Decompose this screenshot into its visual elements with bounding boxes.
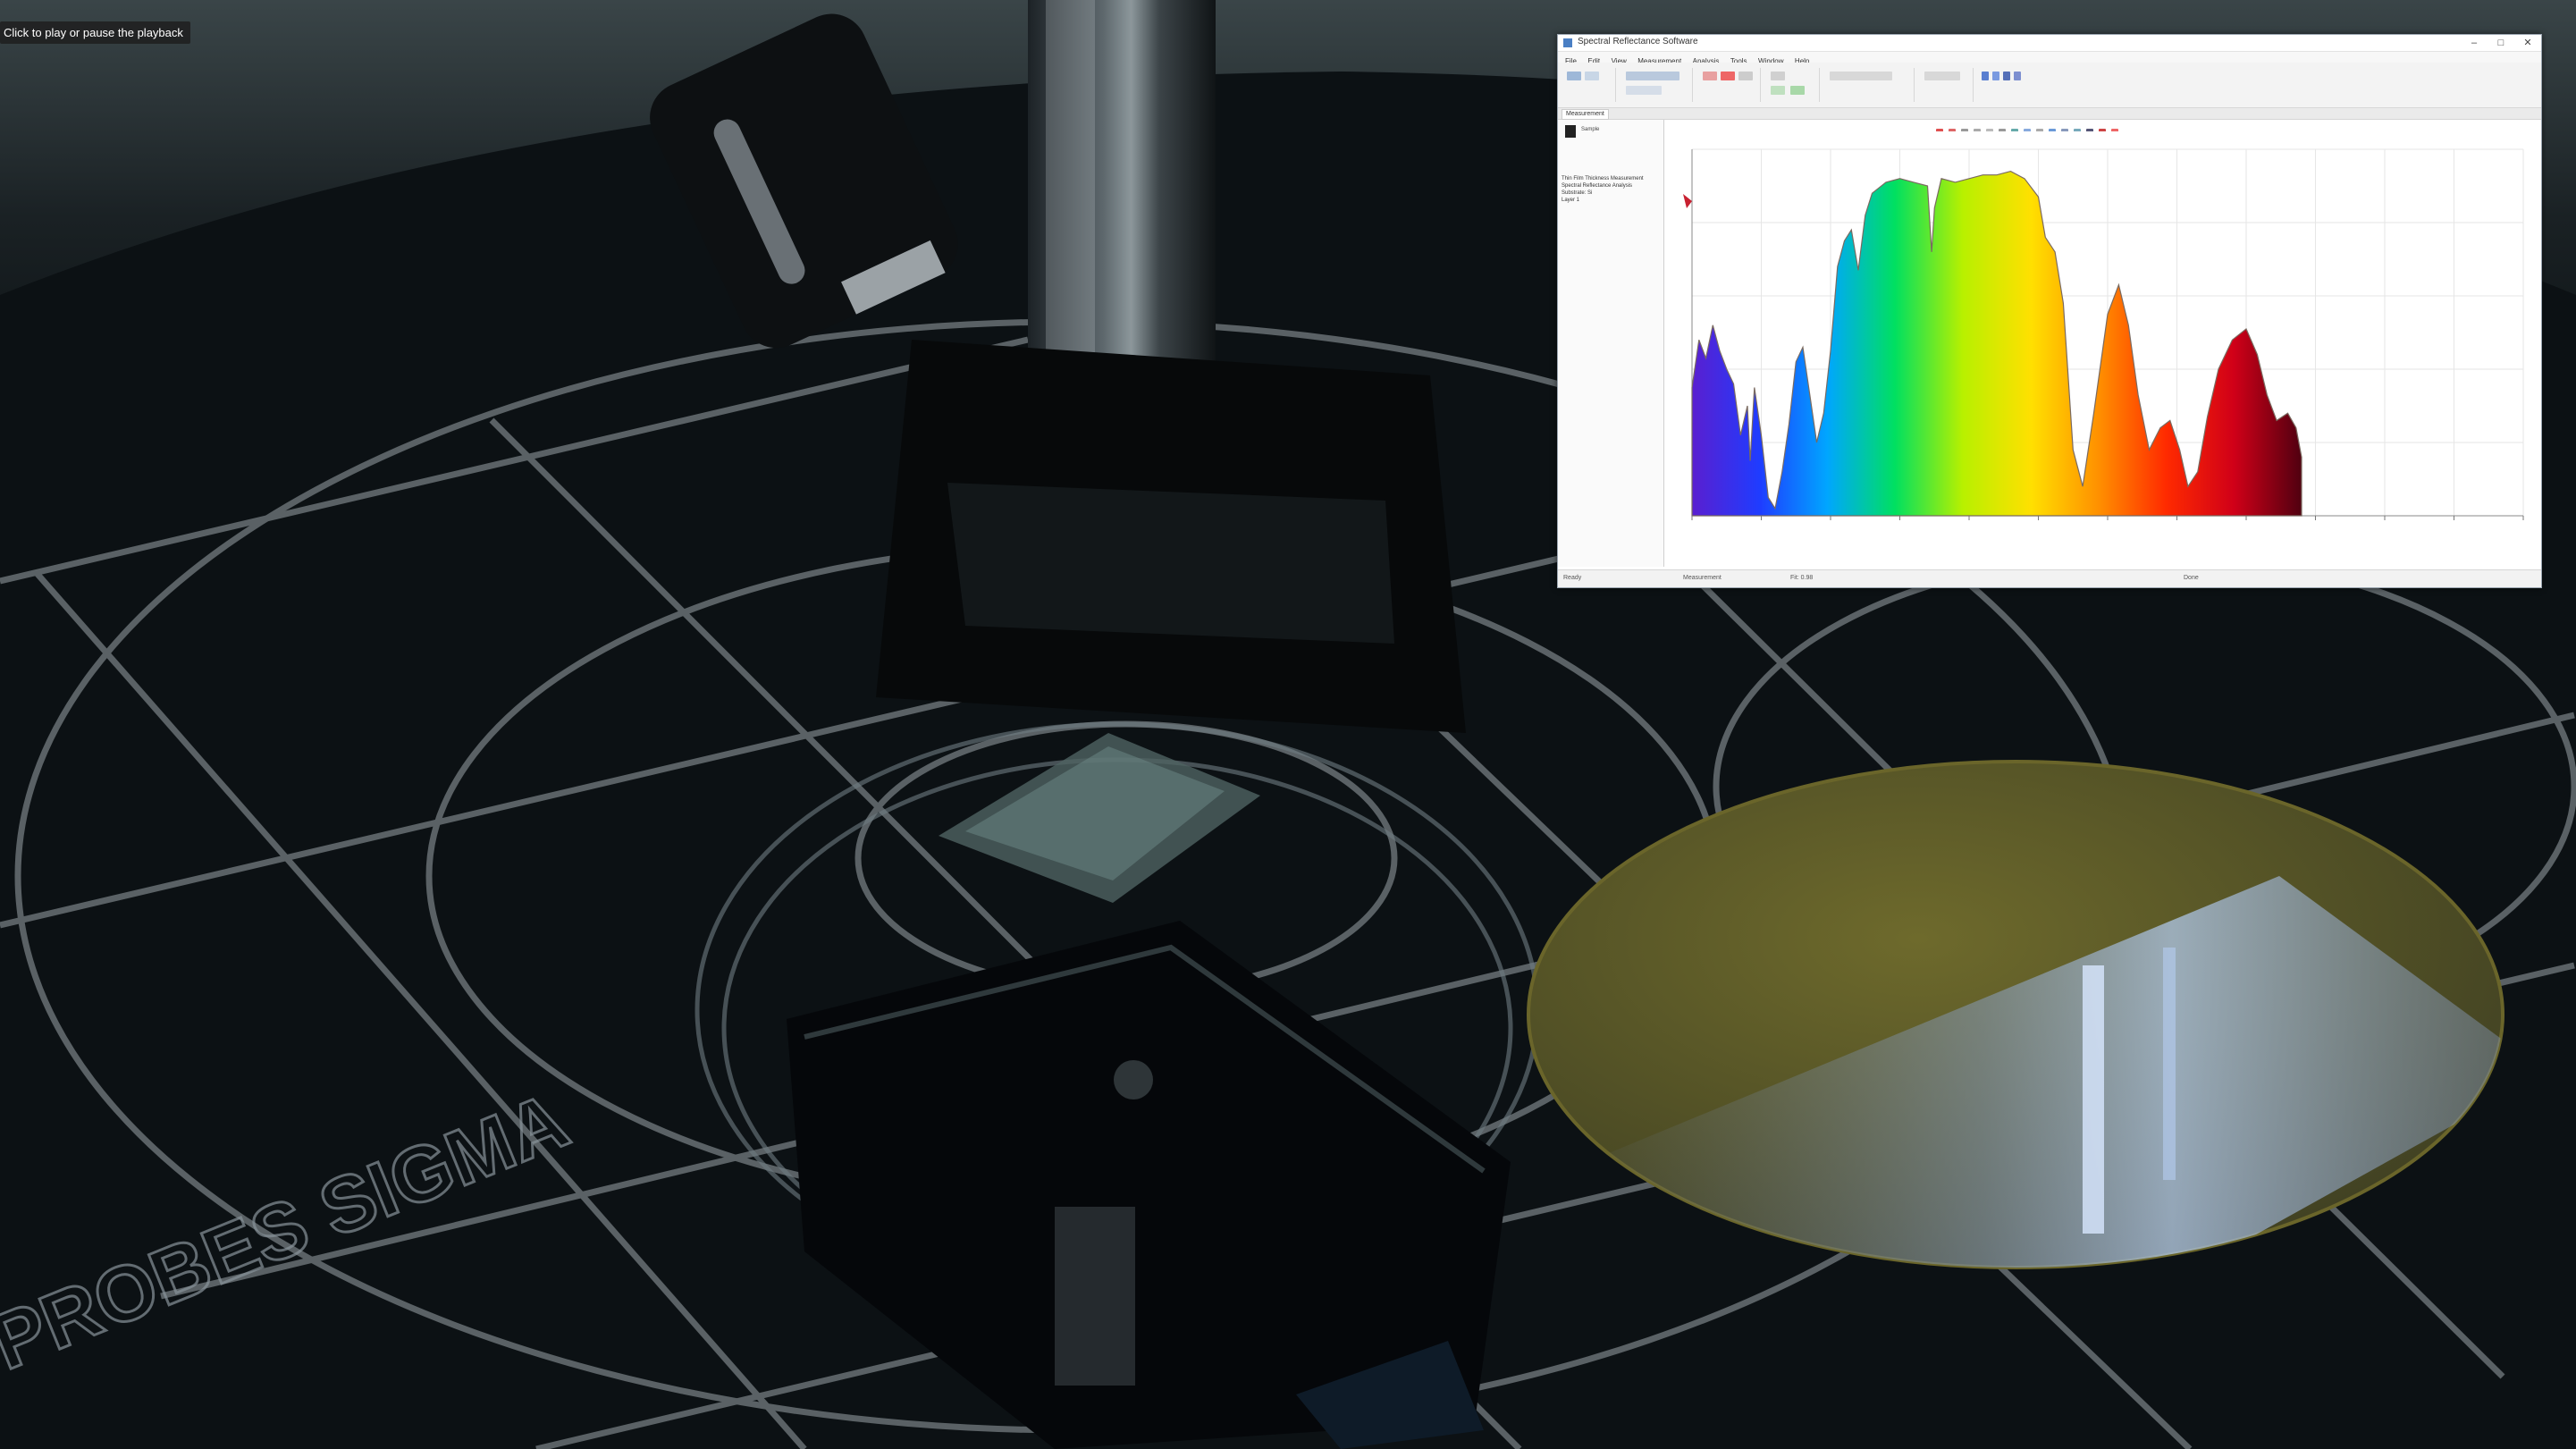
x-tick-marks [1691,516,2524,520]
playback-tooltip: Click to play or pause the playback [0,21,190,44]
tab-measurement[interactable]: Measurement [1562,109,1609,120]
reference-button[interactable] [1585,72,1599,80]
zoom-button[interactable] [1790,86,1805,95]
ribbon-group-display [1978,68,2050,102]
view-button[interactable] [1771,72,1785,80]
settings-button[interactable] [1626,86,1662,95]
fit-button[interactable] [1771,86,1785,95]
document-tabs: Measurement [1558,108,2541,120]
ribbon-group-analysis [1824,68,1915,102]
ribbon-group-file [1697,68,1761,102]
menu-help[interactable]: Help [1794,57,1810,65]
menu-measurement[interactable]: Measurement [1637,57,1682,65]
ribbon-group-view [1765,68,1820,102]
analysis-dropdown[interactable] [1830,72,1892,80]
tools-dropdown[interactable] [1924,72,1960,80]
save-button[interactable] [1738,72,1753,80]
ribbon-group-acquire [1621,68,1693,102]
info-line: Substrate: Si [1562,190,1593,196]
ribbon-group-tools [1919,68,1974,102]
status-bar: Ready Measurement Fit: 0.98 Done [1558,569,2541,587]
menu-view[interactable]: View [1611,57,1627,65]
maximize-icon[interactable]: □ [2497,38,2504,48]
display-dark-button[interactable] [2003,72,2010,80]
sample-panel: Sample Thin Film Thickness Measurement S… [1558,120,1664,567]
status-ready: Ready [1563,575,1582,581]
stop-button[interactable] [1721,72,1735,80]
status-mode: Measurement [1683,575,1722,581]
display-blue-button[interactable] [1982,72,1989,80]
window-title: Spectral Reflectance Software [1578,37,1698,46]
spectrum-area [1691,170,2302,517]
menu-bar: File Edit View Measurement Analysis Tool… [1558,52,2541,65]
menu-edit[interactable]: Edit [1587,57,1601,65]
record-button[interactable] [1703,72,1717,80]
reflectance-chart[interactable] [1665,131,2537,569]
menu-tools[interactable]: Tools [1730,57,1747,65]
display-grid-button[interactable] [2014,72,2021,80]
window-titlebar[interactable]: Spectral Reflectance Software – □ ✕ [1558,35,2541,52]
acquire-button[interactable] [1626,72,1679,80]
info-line: Layer 1 [1562,198,1580,203]
info-line: Spectral Reflectance Analysis [1562,183,1633,189]
app-icon [1563,38,1572,47]
measure-button[interactable] [1567,72,1581,80]
ribbon-toolbar [1558,63,2541,108]
info-line: Thin Film Thickness Measurement [1562,176,1644,181]
cursor-marker-icon[interactable] [1683,194,1692,208]
menu-file[interactable]: File [1565,57,1577,65]
minimize-icon[interactable]: – [2471,38,2478,48]
status-fit: Fit: 0.98 [1790,575,1814,581]
ribbon-group-measure [1562,68,1616,102]
menu-window[interactable]: Window [1758,57,1784,65]
sample-name: Sample [1581,127,1600,132]
menu-analysis[interactable]: Analysis [1692,57,1720,65]
software-window[interactable]: Spectral Reflectance Software – □ ✕ File… [1557,34,2542,588]
display-light-button[interactable] [1992,72,1999,80]
close-icon[interactable]: ✕ [2523,38,2532,48]
sample-info: Thin Film Thickness Measurement Spectral… [1562,175,1660,204]
sample-thumbnail[interactable] [1565,125,1576,138]
status-done: Done [2184,575,2199,581]
